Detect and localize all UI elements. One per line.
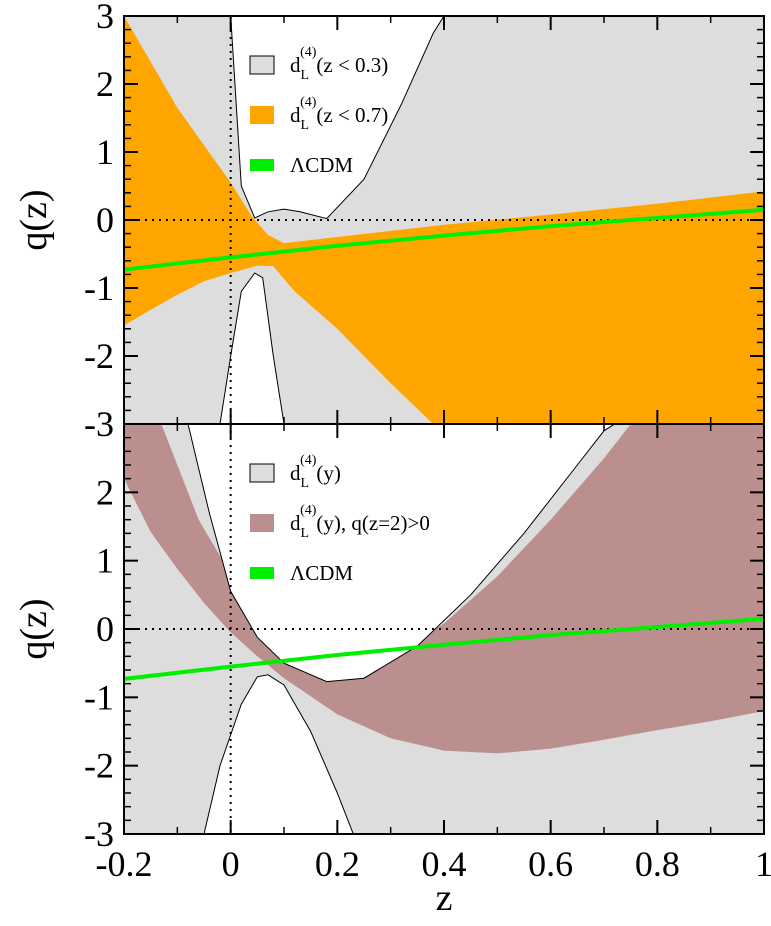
top-legend: dL(4)(z < 0.3) dL(4)(z < 0.7) ΛCDM	[249, 45, 388, 177]
lcdm-line	[124, 207, 764, 272]
bottom-xlabel: z	[436, 877, 453, 919]
gray-band-upper-edge	[230, 16, 445, 220]
gray-band-upper-edge	[187, 424, 616, 683]
panel-bottom: 2 1 0 -1 -2 -3-0.2 0 0.2 0.4 0.6 0.8 1 q(z) z dL(4)…	[13, 423, 771, 919]
legend-label: dL(4)(z < 0.7)	[290, 95, 388, 133]
y-tick-label: 3	[96, 0, 114, 36]
colored-band	[124, 424, 764, 754]
bottom-ticks: 2 1 0 -1 -2 -3-0.2 0 0.2 0.4 0.6 0.8 1	[84, 423, 771, 884]
x-tick-label: 0	[222, 844, 240, 884]
y-tick-label: 1	[96, 541, 114, 581]
legend-swatch-line	[250, 567, 274, 579]
colored-band	[124, 16, 764, 424]
bottom-ylabel: q(z)	[13, 598, 55, 659]
y-tick-label: 1	[96, 132, 114, 172]
legend-label: ΛCDM	[290, 153, 353, 177]
x-tick-label: 0.4	[422, 844, 467, 884]
x-tick-label: 0.6	[528, 844, 573, 884]
bottom-plot-area	[124, 424, 764, 834]
legend-swatch	[250, 514, 274, 532]
y-tick-label: -3	[84, 814, 114, 854]
legend-swatch	[250, 106, 274, 124]
y-tick-label: -3	[84, 404, 114, 444]
y-tick-label: -2	[84, 336, 114, 376]
top-plot-area	[124, 16, 764, 424]
gray-band-lower-edge	[219, 272, 285, 424]
legend-label: dL(4)(z < 0.3)	[290, 45, 388, 83]
top-ylabel: q(z)	[13, 189, 55, 250]
legend-label: dL(4)(y)	[290, 453, 341, 491]
y-tick-label: 0	[96, 609, 114, 649]
legend-label: ΛCDM	[290, 561, 353, 585]
legend-label: dL(4)(y), q(z=2)>0	[290, 503, 430, 541]
legend-swatch-line	[250, 159, 274, 171]
x-tick-label: 0.8	[635, 844, 680, 884]
x-tick-label: 1	[755, 844, 771, 884]
y-tick-label: 2	[96, 472, 114, 512]
y-tick-label: 0	[96, 200, 114, 240]
y-tick-label: 2	[96, 64, 114, 104]
y-tick-label: -1	[84, 268, 114, 308]
legend-swatch	[249, 463, 275, 483]
y-tick-label: -1	[84, 677, 114, 717]
gray-band-lower-edge	[203, 674, 354, 834]
lcdm-line	[124, 616, 764, 681]
legend-swatch	[249, 55, 275, 75]
x-tick-label: 0.2	[315, 844, 360, 884]
bottom-legend: dL(4)(y) dL(4)(y), q(z=2)>0 ΛCDM	[249, 453, 430, 585]
x-tick-label: -0.2	[96, 844, 153, 884]
y-tick-label: -2	[84, 746, 114, 786]
